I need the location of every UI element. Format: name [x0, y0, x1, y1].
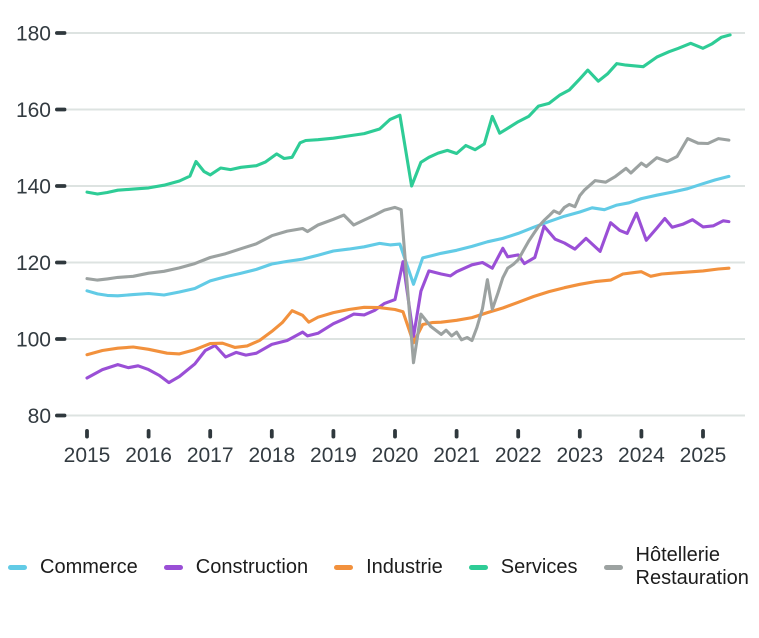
x-tick-label: 2021	[433, 444, 480, 467]
y-axis-tick	[55, 260, 67, 265]
y-tick-label: 180	[16, 23, 51, 46]
legend-label-construction: Construction	[195, 555, 309, 578]
x-tick-label: 2018	[248, 444, 295, 467]
x-tick-label: 2020	[372, 444, 419, 467]
series-line-services	[85, 33, 732, 196]
trend-line-chart: 180 160 140 120 100 80 2015 2016 2017 2018 2019 202…	[16, 23, 745, 467]
series-line-commerce	[85, 174, 731, 298]
x-tick-label: 2019	[310, 444, 357, 467]
x-tick-label: 2025	[680, 444, 727, 467]
x-tick-label: 2017	[187, 444, 234, 467]
y-axis-tick	[55, 184, 67, 188]
x-axis-tick	[331, 429, 336, 439]
legend-item-commerce: Commerce	[8, 556, 138, 579]
legend-item-hotellerie-restauration: Hôtellerie Restauration	[603, 544, 756, 590]
y-axis-tick	[55, 337, 67, 341]
construction-swatch-icon	[163, 564, 183, 570]
x-tick-label: 2016	[125, 444, 172, 467]
legend-item-industrie: Industrie	[334, 556, 443, 579]
y-axis-tick	[55, 31, 67, 35]
x-axis-tick	[577, 429, 582, 439]
commerce-swatch-icon	[8, 564, 27, 570]
series-line-industrie	[85, 266, 731, 357]
legend-item-services: Services	[468, 555, 578, 579]
legend-label-hotellerie-restauration: Hôtellerie Restauration	[635, 544, 749, 590]
x-axis-tick	[639, 429, 644, 439]
series-line-h-tellerie-restauration	[85, 137, 731, 365]
chart-legend: Commerce Construction Industrie Services…	[0, 544, 755, 590]
x-tick-label: 2024	[618, 444, 665, 467]
x-tick-label: 2022	[495, 444, 542, 467]
legend-label-services: Services	[500, 555, 578, 578]
y-tick-label: 80	[28, 405, 51, 428]
x-axis-tick	[146, 429, 151, 439]
x-axis-tick	[454, 429, 459, 439]
y-axis-tick	[55, 413, 67, 418]
y-tick-label: 140	[16, 176, 51, 199]
y-tick-label: 120	[16, 252, 51, 275]
x-tick-label: 2015	[64, 444, 111, 467]
series-line-construction	[85, 211, 731, 385]
y-axis-tick	[55, 107, 67, 112]
y-tick-label: 100	[16, 329, 51, 352]
x-tick-label: 2023	[556, 444, 603, 467]
legend-label-industrie: Industrie	[366, 555, 443, 578]
x-axis-tick	[701, 429, 705, 439]
x-axis-tick	[269, 429, 274, 439]
x-axis-tick	[516, 429, 521, 439]
x-axis-tick	[208, 429, 213, 439]
y-tick-label: 160	[16, 99, 51, 122]
x-axis-tick	[85, 429, 89, 439]
x-axis-tick	[393, 429, 397, 439]
legend-item-construction: Construction	[163, 555, 309, 579]
services-swatch-icon	[468, 564, 488, 570]
hotellerie-restauration-swatch-icon	[603, 564, 623, 570]
industrie-swatch-icon	[334, 564, 354, 570]
legend-label-commerce: Commerce	[40, 555, 138, 578]
